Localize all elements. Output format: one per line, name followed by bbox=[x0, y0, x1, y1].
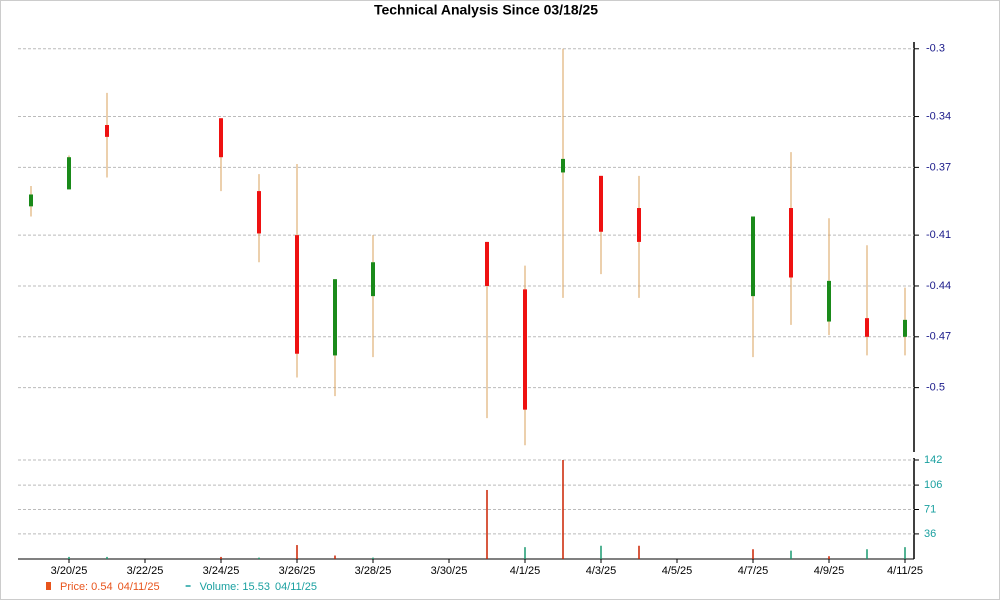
y-tick-label: -0.41 bbox=[926, 229, 951, 241]
volume-bar bbox=[486, 489, 488, 559]
candle-body bbox=[561, 158, 565, 173]
x-tick-label: 4/5/25 bbox=[662, 565, 693, 577]
y-tick-label: -0.34 bbox=[926, 110, 951, 122]
candle-body bbox=[789, 208, 793, 278]
candle-body bbox=[105, 125, 109, 137]
candle-body bbox=[257, 191, 261, 234]
y-tick-label: -0.3 bbox=[926, 43, 945, 55]
candle-body bbox=[637, 208, 641, 242]
x-tick-label: 3/28/25 bbox=[355, 565, 392, 577]
x-tick-label: 3/30/25 bbox=[431, 565, 468, 577]
volume-bar bbox=[524, 547, 526, 559]
volume-bar bbox=[334, 555, 336, 559]
candle-body bbox=[29, 194, 33, 207]
legend-label: Price: 0.54 bbox=[60, 581, 113, 593]
candle-body bbox=[371, 262, 375, 297]
candle-body bbox=[827, 280, 831, 322]
volume-bar bbox=[68, 556, 70, 559]
y-tick-label: -0.47 bbox=[926, 331, 951, 343]
volume-bar bbox=[562, 460, 564, 559]
legend-date: 04/11/25 bbox=[118, 581, 160, 593]
y2-tick-label: 142 bbox=[924, 454, 942, 466]
volume-bar bbox=[600, 545, 602, 559]
volume-bar bbox=[904, 547, 906, 559]
volume-bar bbox=[372, 557, 374, 559]
candle-body bbox=[219, 118, 223, 158]
y2-tick-label: 71 bbox=[924, 503, 936, 515]
x-tick-label: 4/1/25 bbox=[510, 565, 541, 577]
y-tick-label: -0.5 bbox=[926, 382, 945, 394]
y2-tick-label: 106 bbox=[924, 479, 942, 491]
x-tick-label: 4/7/25 bbox=[738, 565, 769, 577]
y-tick-label: -0.44 bbox=[926, 280, 951, 292]
volume-bar bbox=[106, 556, 108, 559]
x-tick-label: 3/20/25 bbox=[51, 565, 88, 577]
y2-tick-label: 36 bbox=[924, 528, 936, 540]
legend-date: 04/11/25 bbox=[275, 581, 317, 593]
legend-swatch bbox=[46, 582, 51, 590]
x-tick-label: 3/24/25 bbox=[203, 565, 240, 577]
candle-body bbox=[485, 241, 489, 286]
volume-bar bbox=[258, 557, 260, 559]
x-tick-label: 4/9/25 bbox=[814, 565, 845, 577]
volume-bar bbox=[638, 545, 640, 559]
x-tick-label: 3/22/25 bbox=[127, 565, 164, 577]
candle-body bbox=[295, 235, 299, 354]
volume-bar bbox=[296, 545, 298, 559]
candle-body bbox=[865, 318, 869, 337]
candle-body bbox=[333, 279, 337, 356]
chart-title: Technical Analysis Since 03/18/25 bbox=[374, 2, 598, 18]
volume-bar bbox=[752, 549, 754, 559]
candle-body bbox=[599, 175, 603, 232]
x-tick-label: 4/11/25 bbox=[887, 565, 923, 577]
y-tick-label: -0.37 bbox=[926, 161, 951, 173]
volume-bar bbox=[220, 556, 222, 559]
candle-body bbox=[67, 157, 71, 190]
candle-body bbox=[903, 319, 907, 337]
candle-body bbox=[751, 216, 755, 297]
legend-label: Volume: 15.53 bbox=[200, 581, 270, 593]
volume-bar bbox=[828, 556, 830, 559]
x-tick-label: 4/3/25 bbox=[586, 565, 617, 577]
volume-bar bbox=[790, 550, 792, 559]
x-tick-label: 3/26/25 bbox=[279, 565, 316, 577]
candle-body bbox=[523, 289, 527, 410]
volume-bar bbox=[866, 549, 868, 559]
